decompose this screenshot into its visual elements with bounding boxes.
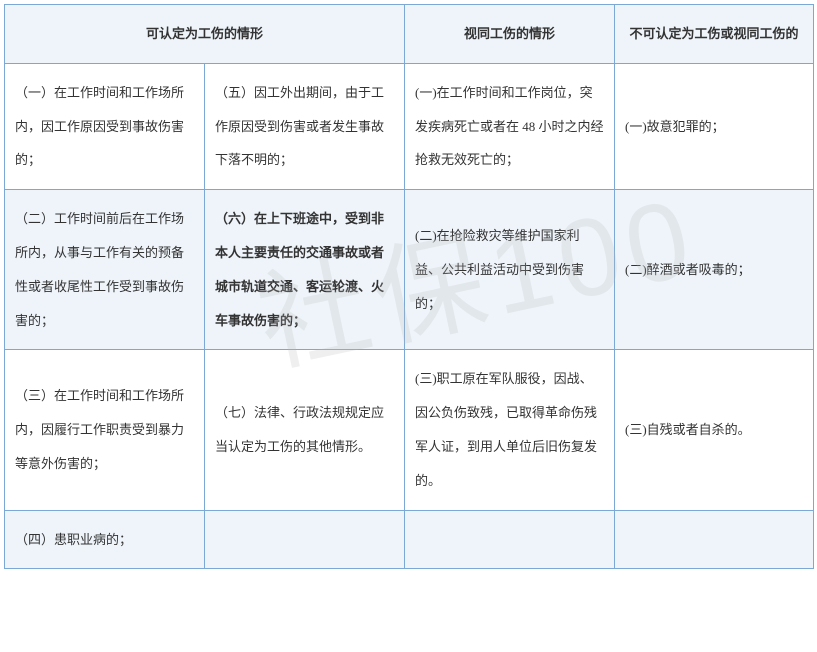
table-wrapper: 社保100 可认定为工伤的情形 视同工伤的情形 不可认定为工伤或视同工伤的 （一…: [4, 4, 813, 569]
table-row: （二）工作时间前后在工作场所内，从事与工作有关的预备性或者收尾性工作受到事故伤害…: [5, 190, 814, 350]
cell-c: [615, 510, 814, 569]
injury-classification-table: 可认定为工伤的情形 视同工伤的情形 不可认定为工伤或视同工伤的 （一）在工作时间…: [4, 4, 814, 569]
cell-a2: [205, 510, 405, 569]
cell-b: [405, 510, 615, 569]
cell-b: (三)职工原在军队服役，因战、因公负伤致残，已取得革命伤残军人证，到用人单位后旧…: [405, 350, 615, 510]
cell-a1: （四）患职业病的；: [5, 510, 205, 569]
header-recognizable: 可认定为工伤的情形: [5, 5, 405, 64]
table-row: （四）患职业病的；: [5, 510, 814, 569]
cell-b: (二)在抢险救灾等维护国家利益、公共利益活动中受到伤害的；: [405, 190, 615, 350]
cell-a2: （七）法律、行政法规规定应当认定为工伤的其他情形。: [205, 350, 405, 510]
cell-a2: （五）因工外出期间，由于工作原因受到伤害或者发生事故下落不明的；: [205, 63, 405, 189]
cell-a1: （一）在工作时间和工作场所内，因工作原因受到事故伤害的；: [5, 63, 205, 189]
cell-a1: （二）工作时间前后在工作场所内，从事与工作有关的预备性或者收尾性工作受到事故伤害…: [5, 190, 205, 350]
table-row: （一）在工作时间和工作场所内，因工作原因受到事故伤害的； （五）因工外出期间，由…: [5, 63, 814, 189]
header-deemed: 视同工伤的情形: [405, 5, 615, 64]
table-row: （三）在工作时间和工作场所内，因履行工作职责受到暴力等意外伤害的； （七）法律、…: [5, 350, 814, 510]
cell-a2-bold: （六）在上下班途中，受到非本人主要责任的交通事故或者城市轨道交通、客运轮渡、火车…: [205, 190, 405, 350]
cell-c: (一)故意犯罪的；: [615, 63, 814, 189]
header-not-recognizable: 不可认定为工伤或视同工伤的: [615, 5, 814, 64]
cell-c: (二)醉酒或者吸毒的；: [615, 190, 814, 350]
cell-a1: （三）在工作时间和工作场所内，因履行工作职责受到暴力等意外伤害的；: [5, 350, 205, 510]
cell-b: (一)在工作时间和工作岗位，突发疾病死亡或者在 48 小时之内经抢救无效死亡的；: [405, 63, 615, 189]
table-header-row: 可认定为工伤的情形 视同工伤的情形 不可认定为工伤或视同工伤的: [5, 5, 814, 64]
cell-c: (三)自残或者自杀的。: [615, 350, 814, 510]
